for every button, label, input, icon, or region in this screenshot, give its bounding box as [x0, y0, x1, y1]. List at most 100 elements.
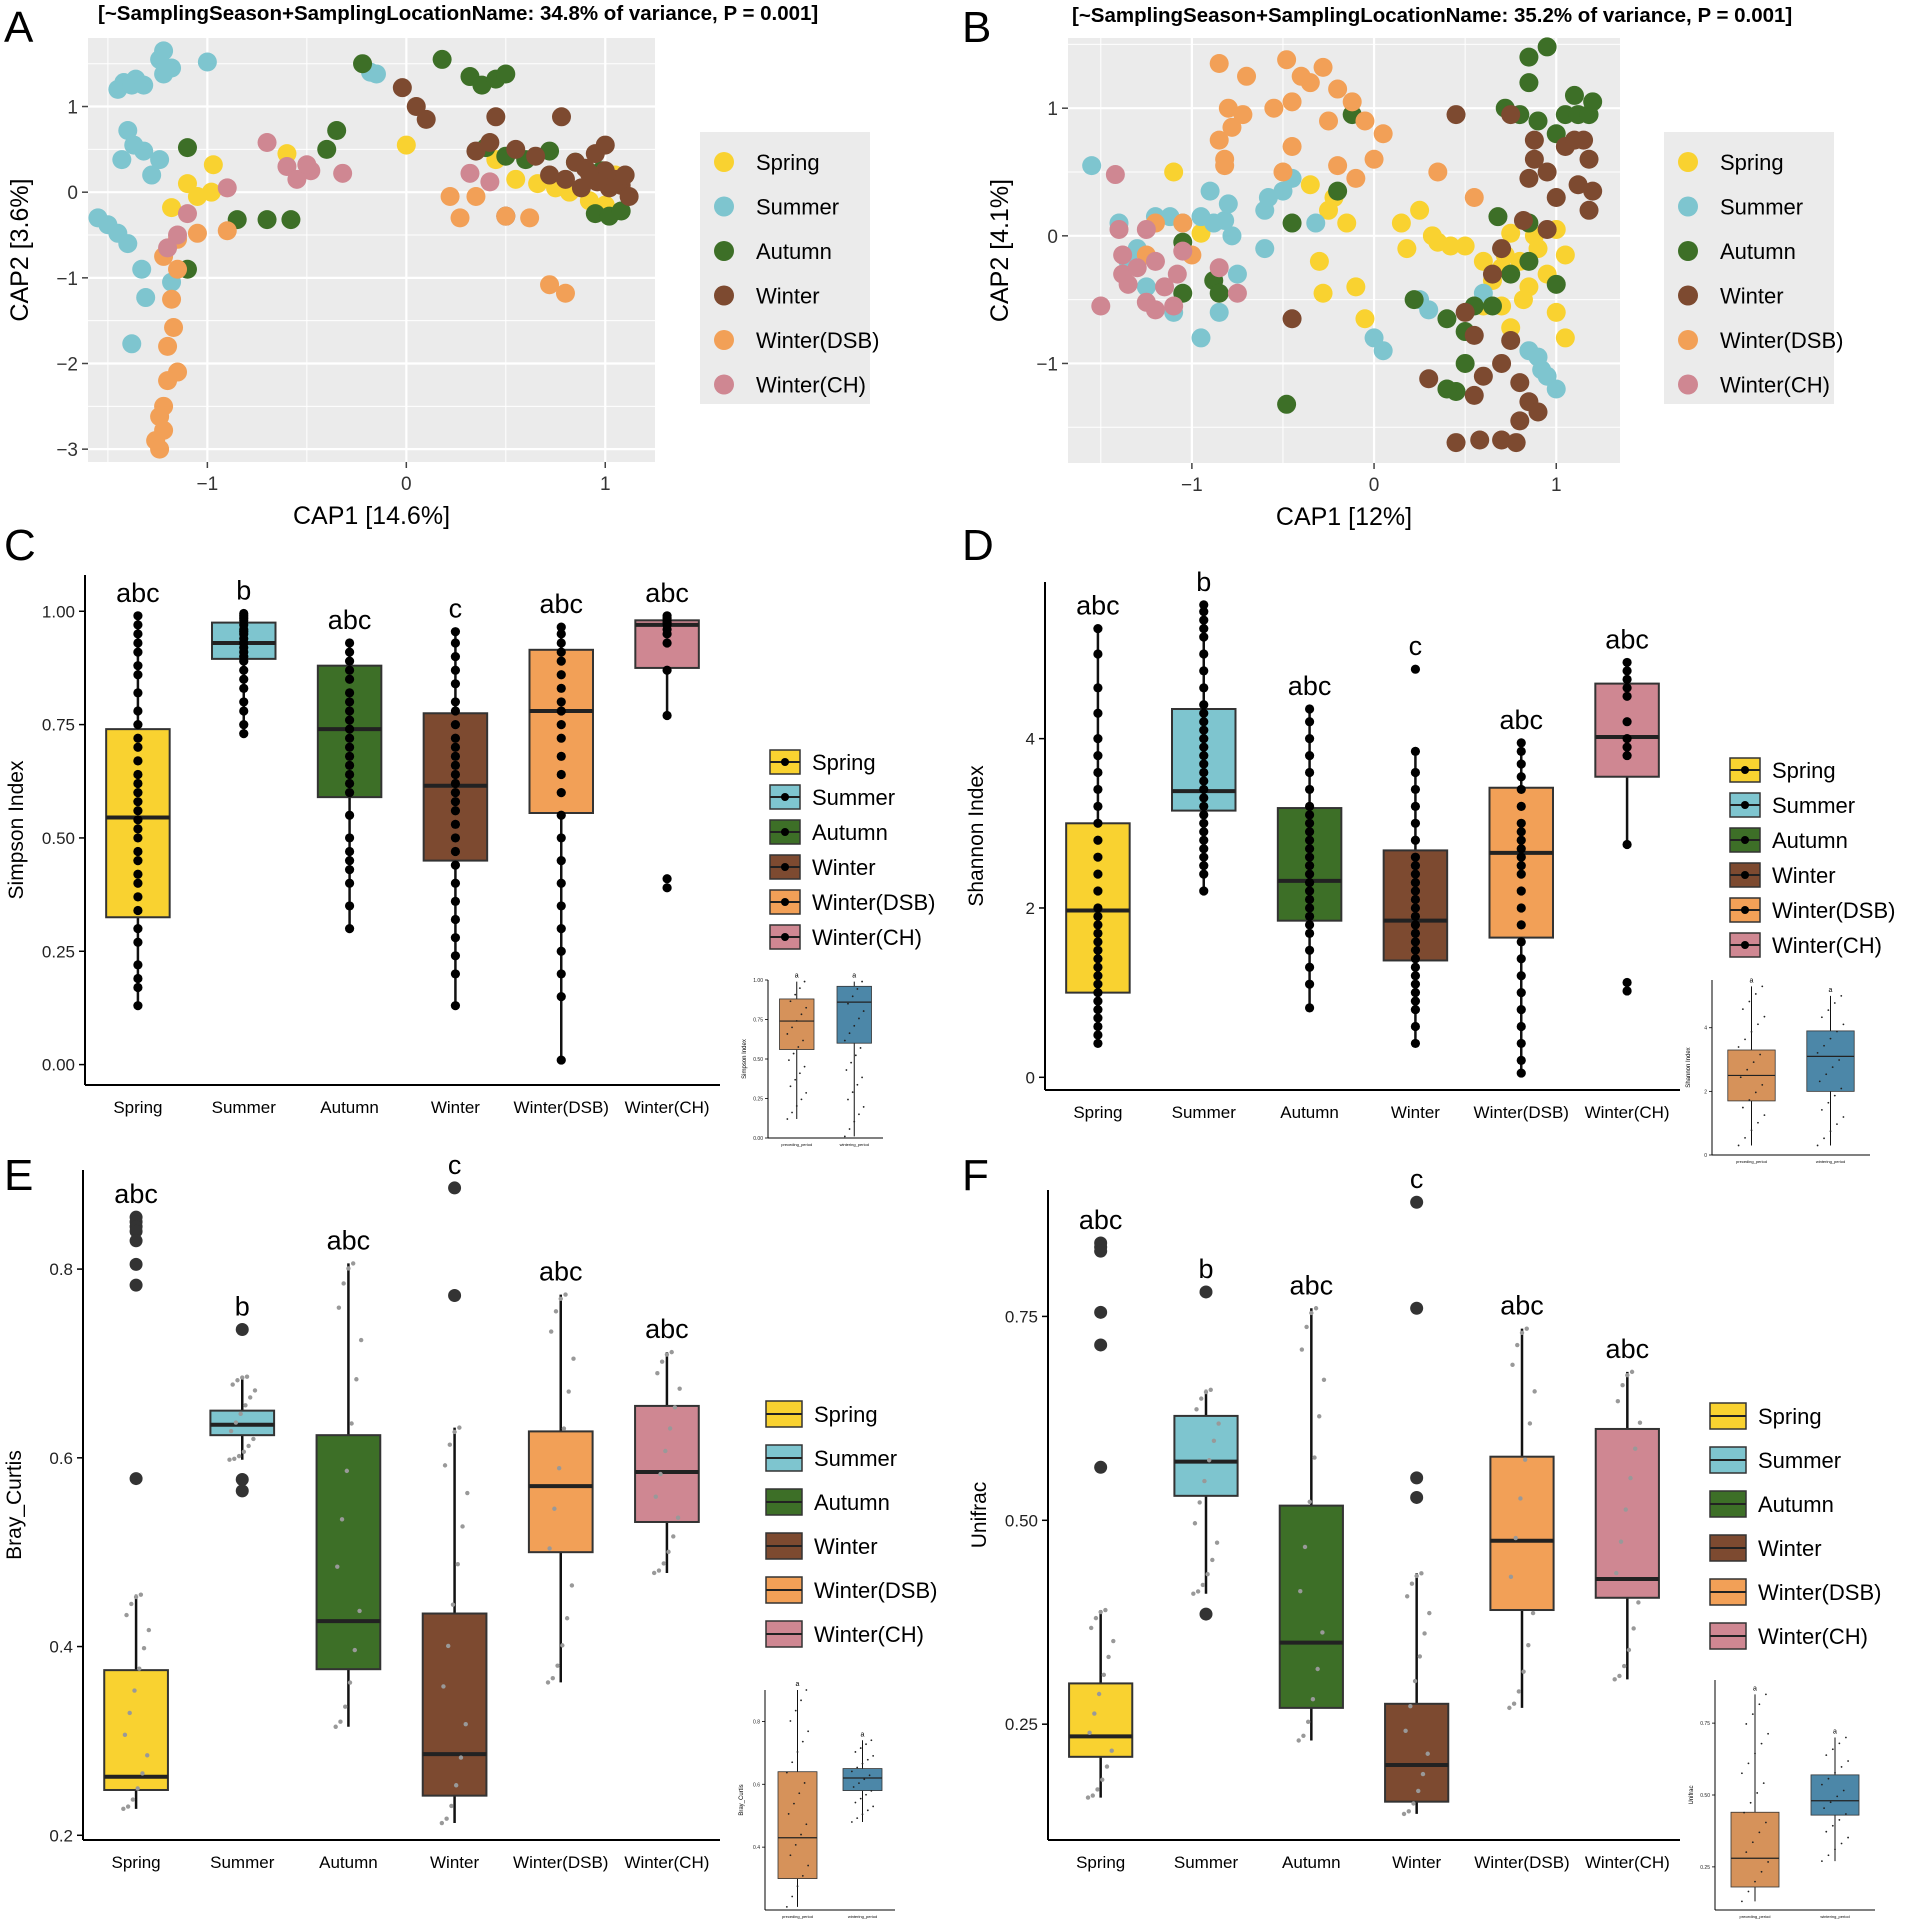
box-winteringperiod: a	[1806, 987, 1855, 1147]
jitter-point	[1192, 1521, 1198, 1526]
point-winterdsb	[1364, 149, 1384, 169]
box-body	[103, 1669, 169, 1791]
sample-point	[1410, 945, 1421, 955]
legend-label: Summer	[812, 785, 895, 810]
jitter-point	[1631, 1626, 1636, 1631]
box-precedingperiod: a	[1727, 977, 1776, 1147]
point-summer	[1209, 302, 1229, 322]
point-winter	[1579, 200, 1599, 220]
box-winterdsb: abc	[528, 589, 594, 1065]
sample-point	[450, 951, 461, 961]
point-winterdsb	[1264, 98, 1284, 118]
jitter-point	[232, 1456, 237, 1461]
sample-point	[556, 706, 566, 716]
box-spring: abc	[1065, 591, 1131, 1049]
sample-point	[556, 1055, 566, 1065]
jitter-point	[1299, 1347, 1305, 1352]
jitter-point	[1403, 1728, 1408, 1733]
jitter-point	[1623, 1507, 1628, 1512]
point-spring	[1455, 236, 1475, 256]
jitter-point	[125, 1804, 131, 1809]
sample-point	[1304, 903, 1315, 913]
point-winterch	[177, 204, 197, 224]
jitter-point	[1838, 1819, 1841, 1821]
y-tick-label: 0	[67, 183, 78, 204]
jitter-point	[1752, 1061, 1755, 1064]
point-winter	[1510, 411, 1530, 431]
sample-point	[1516, 746, 1526, 756]
sample-point	[556, 856, 566, 866]
sample-point	[239, 674, 249, 684]
jitter-point	[1408, 1703, 1413, 1709]
x-tick-label: −1	[197, 474, 219, 495]
jitter-point	[1746, 1068, 1749, 1071]
jitter-point	[1842, 1789, 1845, 1792]
sample-point	[1410, 911, 1421, 922]
x-tick-label: Summer	[1174, 1853, 1239, 1872]
sample-point	[133, 661, 143, 671]
jitter-point	[787, 1813, 790, 1815]
sample-point	[133, 638, 143, 648]
jitter-point	[230, 1382, 235, 1387]
jitter-point	[859, 1747, 862, 1749]
jitter-point	[785, 1771, 788, 1774]
jitter-point	[248, 1395, 253, 1400]
jitter-point	[872, 1805, 875, 1808]
jitter-point	[450, 1602, 456, 1607]
jitter-point	[1197, 1500, 1202, 1505]
jitter-point	[803, 1065, 806, 1068]
sample-point	[450, 797, 461, 807]
sample-point	[1093, 734, 1103, 744]
jitter-point	[1754, 1880, 1756, 1883]
jitter-point	[1093, 1615, 1099, 1621]
sample-point	[556, 924, 566, 934]
jitter-point	[1767, 1732, 1769, 1735]
sample-point	[133, 815, 143, 825]
sample-point	[1093, 801, 1103, 811]
sample-point	[133, 960, 143, 970]
jitter-point	[441, 1684, 446, 1689]
legend-label: Winter(DSB)	[1758, 1580, 1881, 1605]
jitter-point	[1840, 1087, 1843, 1090]
sample-point	[1093, 886, 1103, 896]
point-winter	[595, 135, 615, 155]
sample-point	[1304, 734, 1315, 744]
y-tick-label: 0.50	[1005, 1511, 1038, 1530]
point-autumn	[1209, 283, 1229, 303]
jitter-point	[1747, 1890, 1750, 1893]
legend-label: Spring	[814, 1402, 878, 1427]
point-summer	[134, 75, 154, 95]
sample-point	[1199, 776, 1209, 786]
jitter-point	[800, 1013, 803, 1016]
y-tick-label: 0.25	[753, 1097, 763, 1103]
jitter-point	[786, 1118, 789, 1120]
jitter-point	[1744, 1038, 1746, 1041]
x-tick-label: wintering_period	[840, 1142, 869, 1147]
jitter-point	[233, 1420, 239, 1425]
jitter-point	[1847, 1836, 1849, 1839]
sample-point	[1410, 1038, 1421, 1049]
jitter-point	[1754, 1091, 1757, 1094]
sample-point	[1410, 996, 1421, 1006]
jitter-point	[1515, 1342, 1520, 1348]
jitter-point	[854, 1054, 857, 1057]
jitter-point	[862, 1106, 865, 1108]
point-winter	[1492, 353, 1512, 373]
jitter-point	[1829, 1130, 1832, 1133]
point-autumn	[1583, 92, 1603, 112]
y-tick-label: 0.25	[1700, 1865, 1710, 1871]
jitter-point	[1519, 1330, 1525, 1335]
jitter-point	[132, 1688, 137, 1693]
sample-point	[450, 665, 461, 675]
x-tick-label: Winter(DSB)	[513, 1853, 608, 1872]
point-winter	[1537, 162, 1557, 182]
point-winterdsb	[540, 275, 560, 295]
point-summer	[1222, 226, 1242, 246]
x-tick-label: Winter(CH)	[1585, 1103, 1670, 1122]
jitter-point	[1087, 1730, 1092, 1735]
jitter-point	[447, 1442, 453, 1447]
point-winter	[1455, 302, 1475, 322]
y-tick-label: −2	[56, 354, 78, 375]
sample-point	[1304, 704, 1315, 714]
sample-point	[556, 751, 566, 761]
